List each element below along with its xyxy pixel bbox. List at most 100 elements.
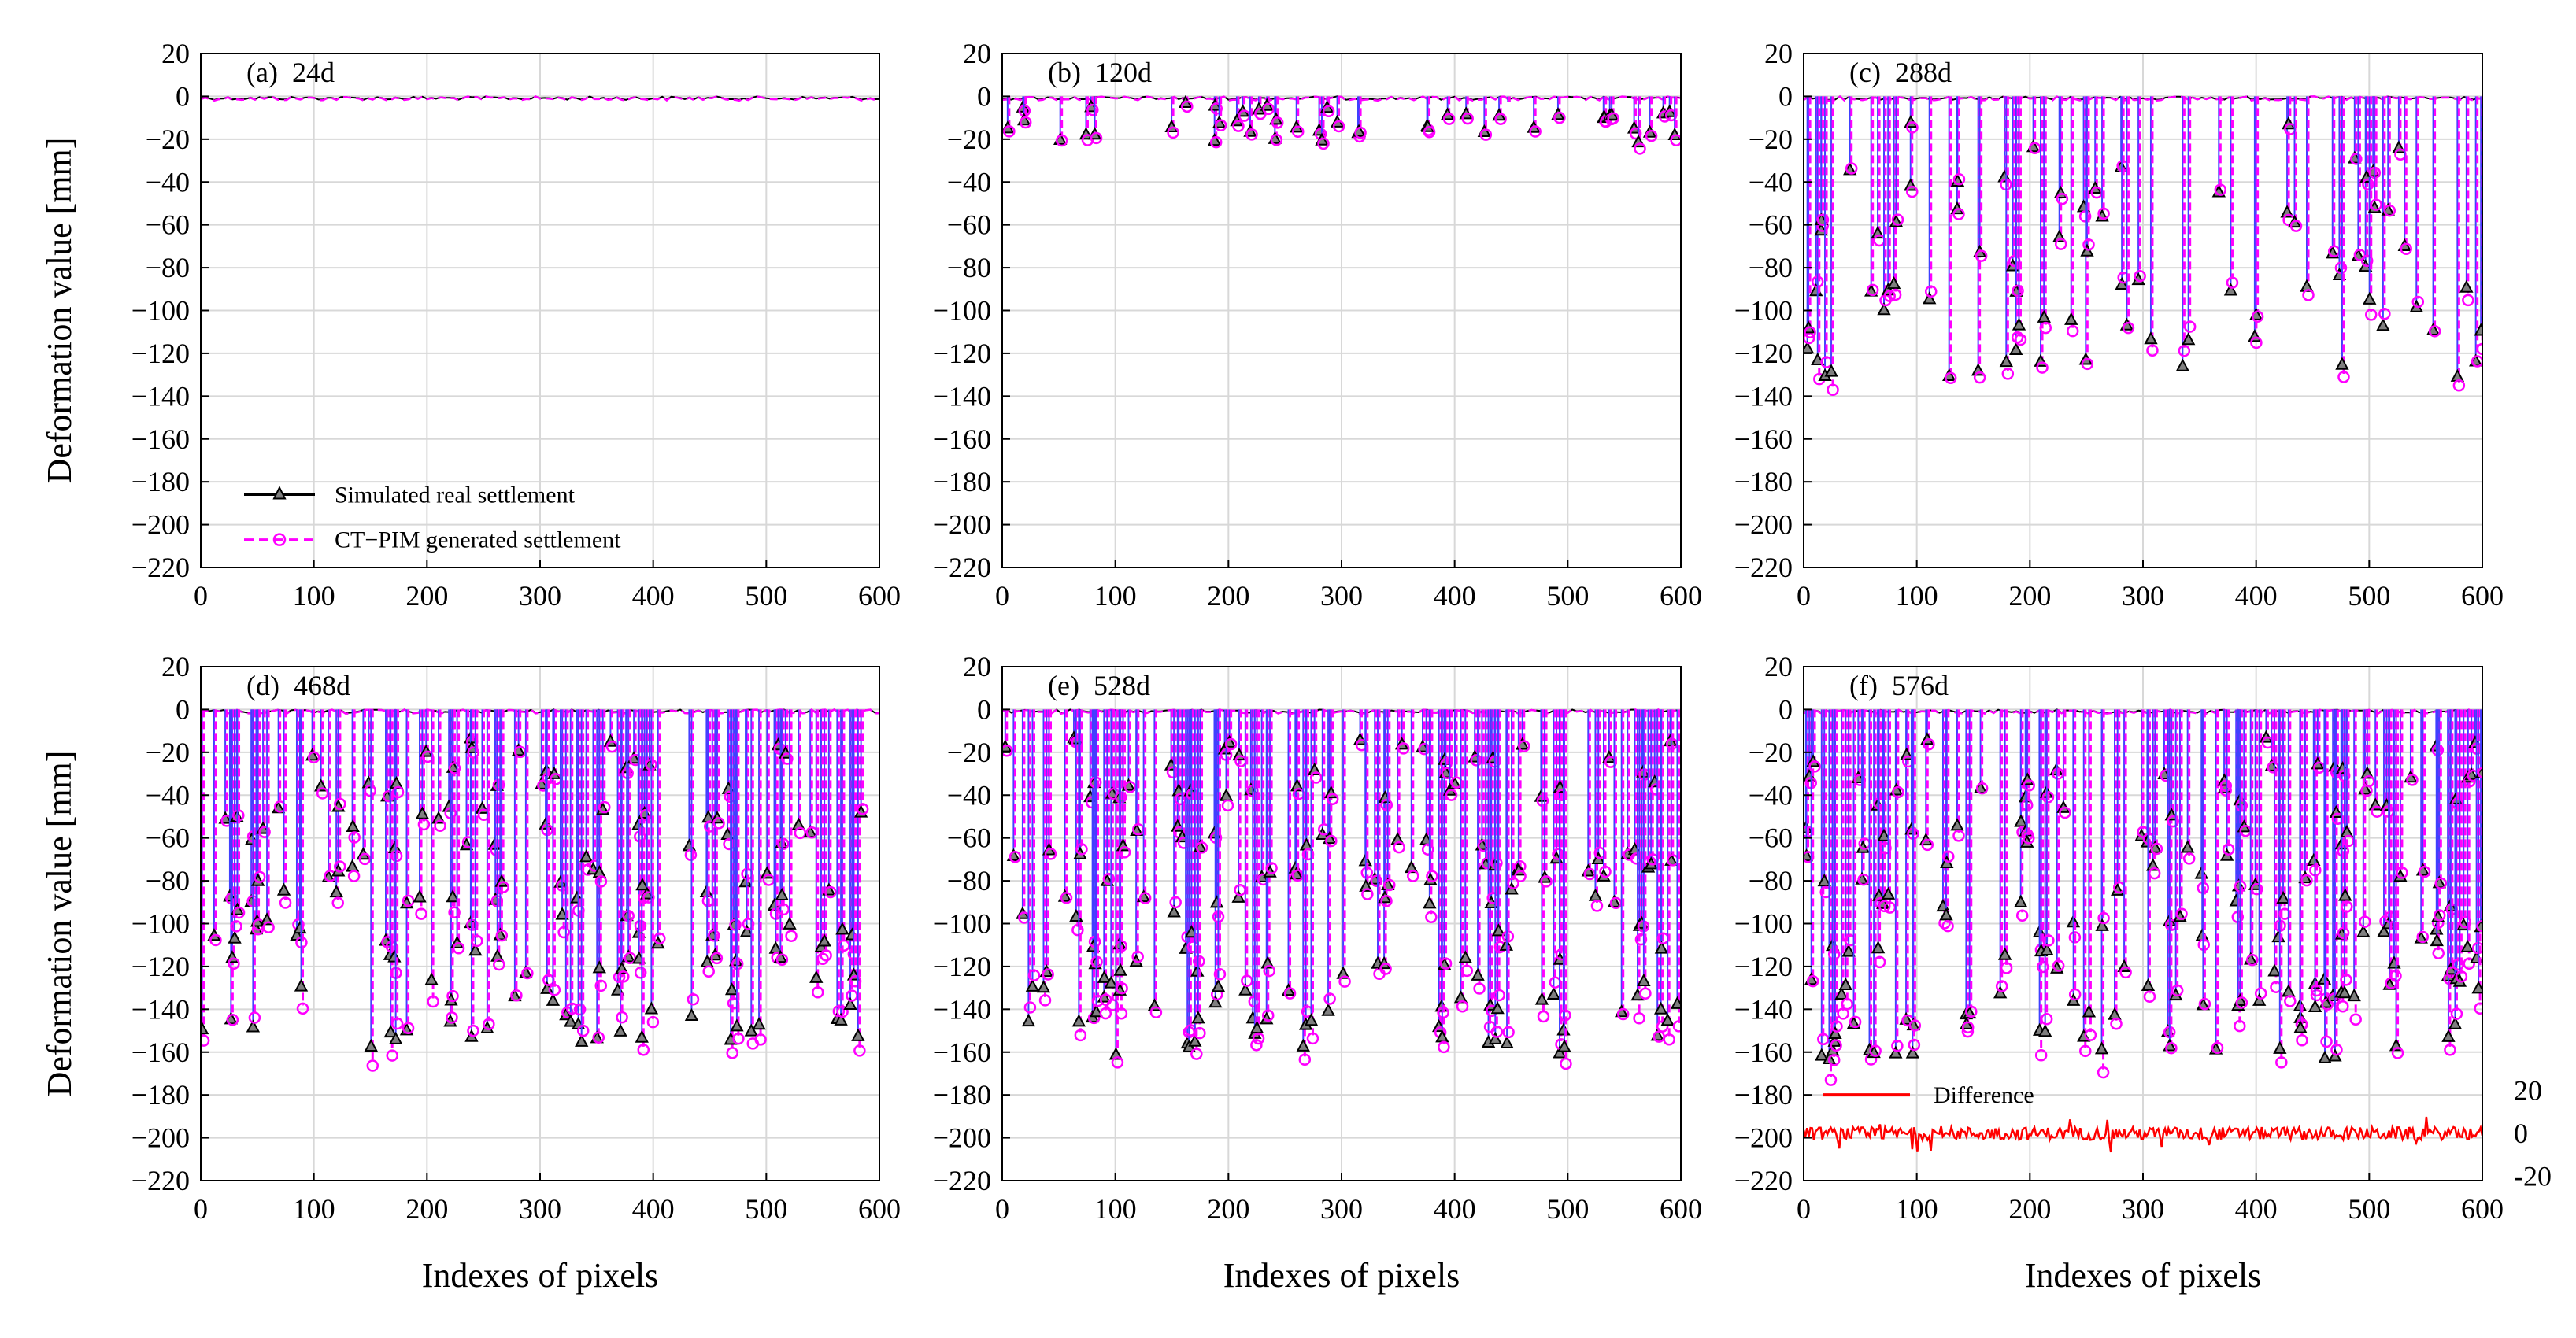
- sim-marker: [1423, 126, 1436, 139]
- panel-label: (e): [1048, 670, 1079, 701]
- x-tick-label: 200: [1207, 1193, 1249, 1225]
- y-tick-label: −20: [947, 124, 991, 155]
- y-tick-label: −20: [146, 124, 190, 155]
- sim-marker: [2039, 321, 2052, 334]
- x-tick-label: 0: [1797, 580, 1811, 612]
- sim-marker: [1656, 1020, 1669, 1033]
- real-marker: [1905, 1045, 1920, 1059]
- sim-marker: [2000, 962, 2013, 974]
- real-marker: [2276, 890, 2290, 904]
- panel-title: (f) 576d: [1849, 670, 1949, 701]
- real-marker: [2095, 918, 2109, 931]
- sim-marker: [1263, 964, 1275, 978]
- real-marker: [739, 924, 754, 937]
- sim-marker: [1131, 950, 1144, 963]
- sim-marker: [232, 906, 246, 919]
- sim-marker: [777, 903, 790, 916]
- sim-marker: [1827, 1054, 1841, 1066]
- sim-marker: [1181, 100, 1194, 113]
- series-group: [1804, 94, 2482, 396]
- real-marker: [843, 996, 857, 1010]
- sim-marker: [2474, 1002, 2482, 1015]
- real-marker: [1423, 896, 1437, 909]
- sim-marker: [2296, 1034, 2308, 1047]
- x-tick-label: 400: [632, 580, 675, 612]
- sim-marker: [2365, 309, 2378, 321]
- sim-marker: [2146, 344, 2159, 357]
- sim-marker: [1439, 957, 1453, 970]
- real-marker: [851, 1028, 865, 1041]
- sim-marker: [1042, 968, 1054, 981]
- y-tick-label: −180: [933, 1079, 991, 1111]
- sim-marker: [1975, 249, 1988, 262]
- real-marker: [809, 970, 824, 983]
- sim-marker: [2178, 344, 2191, 357]
- sim-marker: [1002, 745, 1013, 757]
- real-marker: [2082, 1004, 2097, 1018]
- sim-marker: [1816, 213, 1830, 226]
- sim-marker: [2219, 779, 2233, 792]
- sim-marker: [1906, 185, 1919, 198]
- sim-marker: [2014, 333, 2027, 346]
- real-marker: [276, 882, 291, 896]
- sim-marker: [2391, 1047, 2404, 1059]
- real-marker: [2175, 358, 2190, 371]
- y-tick-label: −200: [933, 509, 991, 541]
- sim-marker: [1942, 850, 1955, 863]
- sim-marker: [1590, 900, 1604, 912]
- sim-marker: [1883, 290, 1896, 302]
- real-marker: [2474, 323, 2482, 336]
- y-tick-label: −60: [146, 822, 190, 854]
- sim-marker: [2363, 774, 2375, 788]
- sim-marker: [415, 907, 427, 920]
- sim-marker: [2052, 959, 2065, 972]
- sim-marker: [2350, 153, 2363, 165]
- sim-marker: [1827, 383, 1839, 396]
- sim-marker: [1213, 967, 1227, 981]
- real-marker: [1923, 291, 1937, 305]
- panel-e: 0 100 200 300 400 500 600200−20−40−60−80−100−1…: [933, 651, 1702, 1295]
- sim-marker: [307, 751, 320, 764]
- sim-marker: [1265, 862, 1278, 874]
- sim-marker: [2455, 970, 2468, 983]
- sim-marker: [775, 953, 789, 967]
- real-marker: [1838, 977, 1852, 991]
- sim-marker: [1421, 843, 1434, 856]
- sim-marker: [2175, 907, 2188, 920]
- sim-marker: [594, 875, 608, 888]
- x-tick-label: 0: [194, 1193, 208, 1225]
- sim-marker: [816, 952, 829, 966]
- sim-marker: [1892, 785, 1904, 799]
- y-tick-label: −80: [1749, 865, 1793, 896]
- sim-marker: [2148, 867, 2161, 880]
- panel-title: (e) 528d: [1048, 670, 1150, 701]
- sim-marker: [1379, 963, 1392, 975]
- real-marker: [1249, 1020, 1264, 1033]
- real-marker: [490, 948, 505, 962]
- real-marker: [684, 1007, 699, 1021]
- panel-title: (d) 468d: [246, 670, 350, 701]
- sim-marker: [334, 797, 346, 811]
- sim-marker: [446, 1011, 458, 1024]
- sim-marker: [1493, 989, 1505, 1002]
- sim-marker: [1490, 1026, 1504, 1038]
- real-marker: [546, 992, 561, 1006]
- sim-marker: [333, 860, 346, 873]
- sim-marker: [510, 989, 523, 1002]
- x-tick-label: 300: [519, 580, 561, 612]
- real-marker: [1036, 980, 1051, 993]
- sim-marker: [642, 891, 655, 904]
- y-tick-label: −100: [933, 908, 991, 940]
- real-marker: [2347, 988, 2361, 1002]
- sim-marker: [421, 750, 435, 763]
- sim-marker: [2122, 321, 2135, 334]
- sim-marker: [2330, 1043, 2343, 1056]
- sim-marker: [201, 1034, 210, 1047]
- y-tick-label: −200: [1734, 509, 1793, 541]
- y-tick-label: 20: [1764, 651, 1793, 682]
- x-tick-label: 400: [2235, 580, 2278, 612]
- real-marker: [775, 887, 789, 900]
- real-marker: [2471, 981, 2482, 994]
- real-marker: [2293, 1020, 2308, 1033]
- y-tick-label: −160: [1734, 423, 1793, 455]
